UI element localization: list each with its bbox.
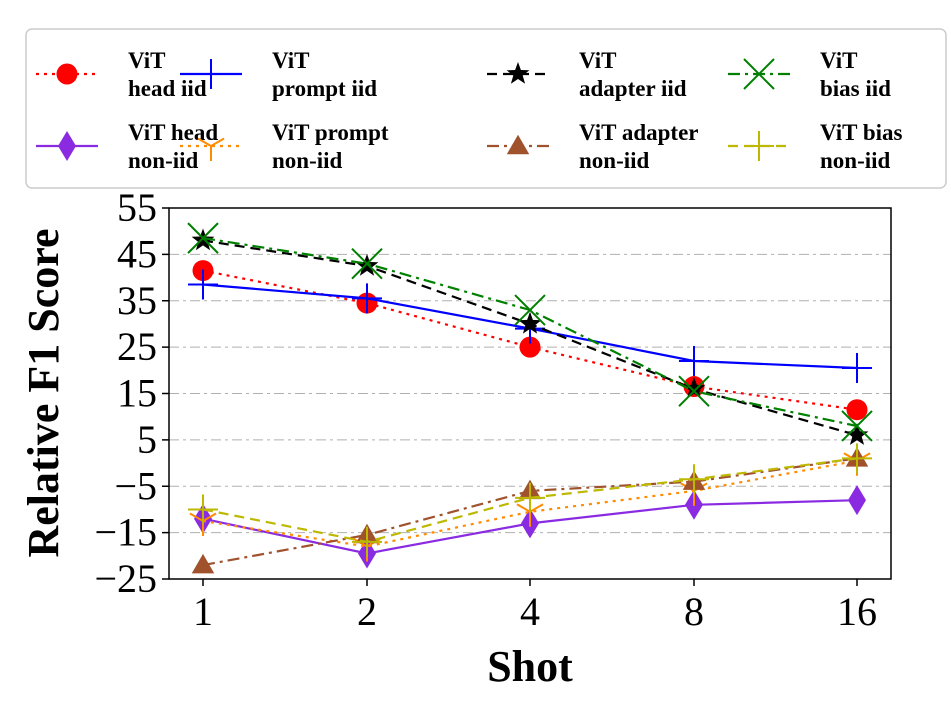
data-point bbox=[678, 375, 710, 407]
data-point bbox=[352, 526, 382, 557]
data-point bbox=[188, 494, 218, 525]
x-tick-label: 8 bbox=[684, 589, 704, 634]
y-tick-label: 35 bbox=[117, 278, 157, 323]
y-tick-label: 45 bbox=[117, 231, 157, 276]
data-point bbox=[842, 443, 872, 474]
legend-label: bias iid bbox=[820, 76, 891, 101]
legend-label: ViT bbox=[579, 48, 617, 73]
data-point bbox=[519, 336, 541, 358]
legend-marker bbox=[56, 63, 78, 85]
legend-label: head iid bbox=[128, 76, 207, 101]
legend-label: non-iid bbox=[272, 148, 343, 173]
data-point bbox=[679, 464, 709, 495]
series-vit-bias-non-iid bbox=[188, 443, 872, 557]
series-line bbox=[202, 459, 858, 548]
data-point bbox=[845, 423, 869, 445]
data-point bbox=[682, 376, 706, 399]
legend-label: ViT bias bbox=[820, 120, 903, 145]
legend-item: ViT adapter non-iid bbox=[487, 120, 698, 173]
legend-label: ViT adapter bbox=[579, 120, 698, 145]
y-tick-label: 5 bbox=[137, 417, 157, 462]
data-point bbox=[188, 269, 218, 300]
legend-marker bbox=[58, 131, 76, 161]
data-point bbox=[187, 222, 219, 254]
legend-label: non-iid bbox=[128, 148, 199, 173]
data-point bbox=[848, 485, 866, 516]
legend-item: ViT adapter iid bbox=[487, 48, 687, 101]
legend-marker bbox=[197, 137, 225, 161]
legend-label: ViT head bbox=[128, 120, 218, 145]
legend-marker bbox=[744, 131, 774, 161]
data-point bbox=[514, 294, 546, 326]
data-point bbox=[515, 482, 545, 513]
data-point bbox=[842, 352, 872, 383]
legend-box bbox=[25, 28, 947, 189]
x-tick-label: 4 bbox=[520, 589, 540, 634]
legend-item: ViT bias non-iid bbox=[728, 120, 903, 173]
x-tick-label: 2 bbox=[357, 589, 377, 634]
data-point bbox=[191, 553, 215, 574]
legend-label: ViT bbox=[272, 48, 310, 73]
legend-item: ViT bias iid bbox=[728, 48, 891, 101]
data-point bbox=[679, 346, 709, 377]
data-point bbox=[846, 399, 868, 421]
data-point bbox=[516, 503, 544, 527]
legend-item: ViT prompt iid bbox=[180, 48, 377, 101]
legend-label: adapter iid bbox=[579, 76, 687, 101]
y-tick-label: −5 bbox=[114, 463, 157, 508]
legend-item: ViT head iid bbox=[36, 48, 207, 101]
legend-marker bbox=[506, 62, 530, 84]
y-tick-label: 15 bbox=[117, 371, 157, 416]
y-tick-label: −25 bbox=[94, 556, 157, 601]
legend-marker bbox=[506, 134, 530, 155]
data-point bbox=[351, 247, 383, 280]
data-point bbox=[352, 283, 382, 314]
x-tick-label: 1 bbox=[193, 589, 213, 634]
data-point bbox=[841, 410, 873, 442]
legend-label: non-iid bbox=[579, 148, 650, 173]
y-tick-label: 55 bbox=[117, 185, 157, 230]
legend-marker bbox=[196, 59, 226, 89]
y-tick-label: −15 bbox=[94, 510, 157, 555]
data-point bbox=[518, 311, 542, 334]
y-tick-label: 25 bbox=[117, 324, 157, 369]
legend-label: ViT bbox=[820, 48, 858, 73]
series-vit-bias-iid bbox=[187, 222, 873, 442]
legend-label: non-iid bbox=[820, 148, 891, 173]
x-ticks: 1 2 4 8 16 bbox=[193, 579, 877, 634]
legend-label: ViT prompt bbox=[272, 120, 389, 145]
series-layer bbox=[187, 222, 873, 574]
x-tick-label: 16 bbox=[837, 589, 877, 634]
legend-label: ViT bbox=[128, 48, 166, 73]
legend-label: prompt iid bbox=[272, 76, 377, 101]
legend-marker bbox=[743, 58, 775, 90]
y-axis-label: Relative F1 Score bbox=[19, 228, 68, 557]
legend-item: ViT prompt non-iid bbox=[180, 120, 389, 173]
x-axis-label: Shot bbox=[487, 642, 573, 691]
